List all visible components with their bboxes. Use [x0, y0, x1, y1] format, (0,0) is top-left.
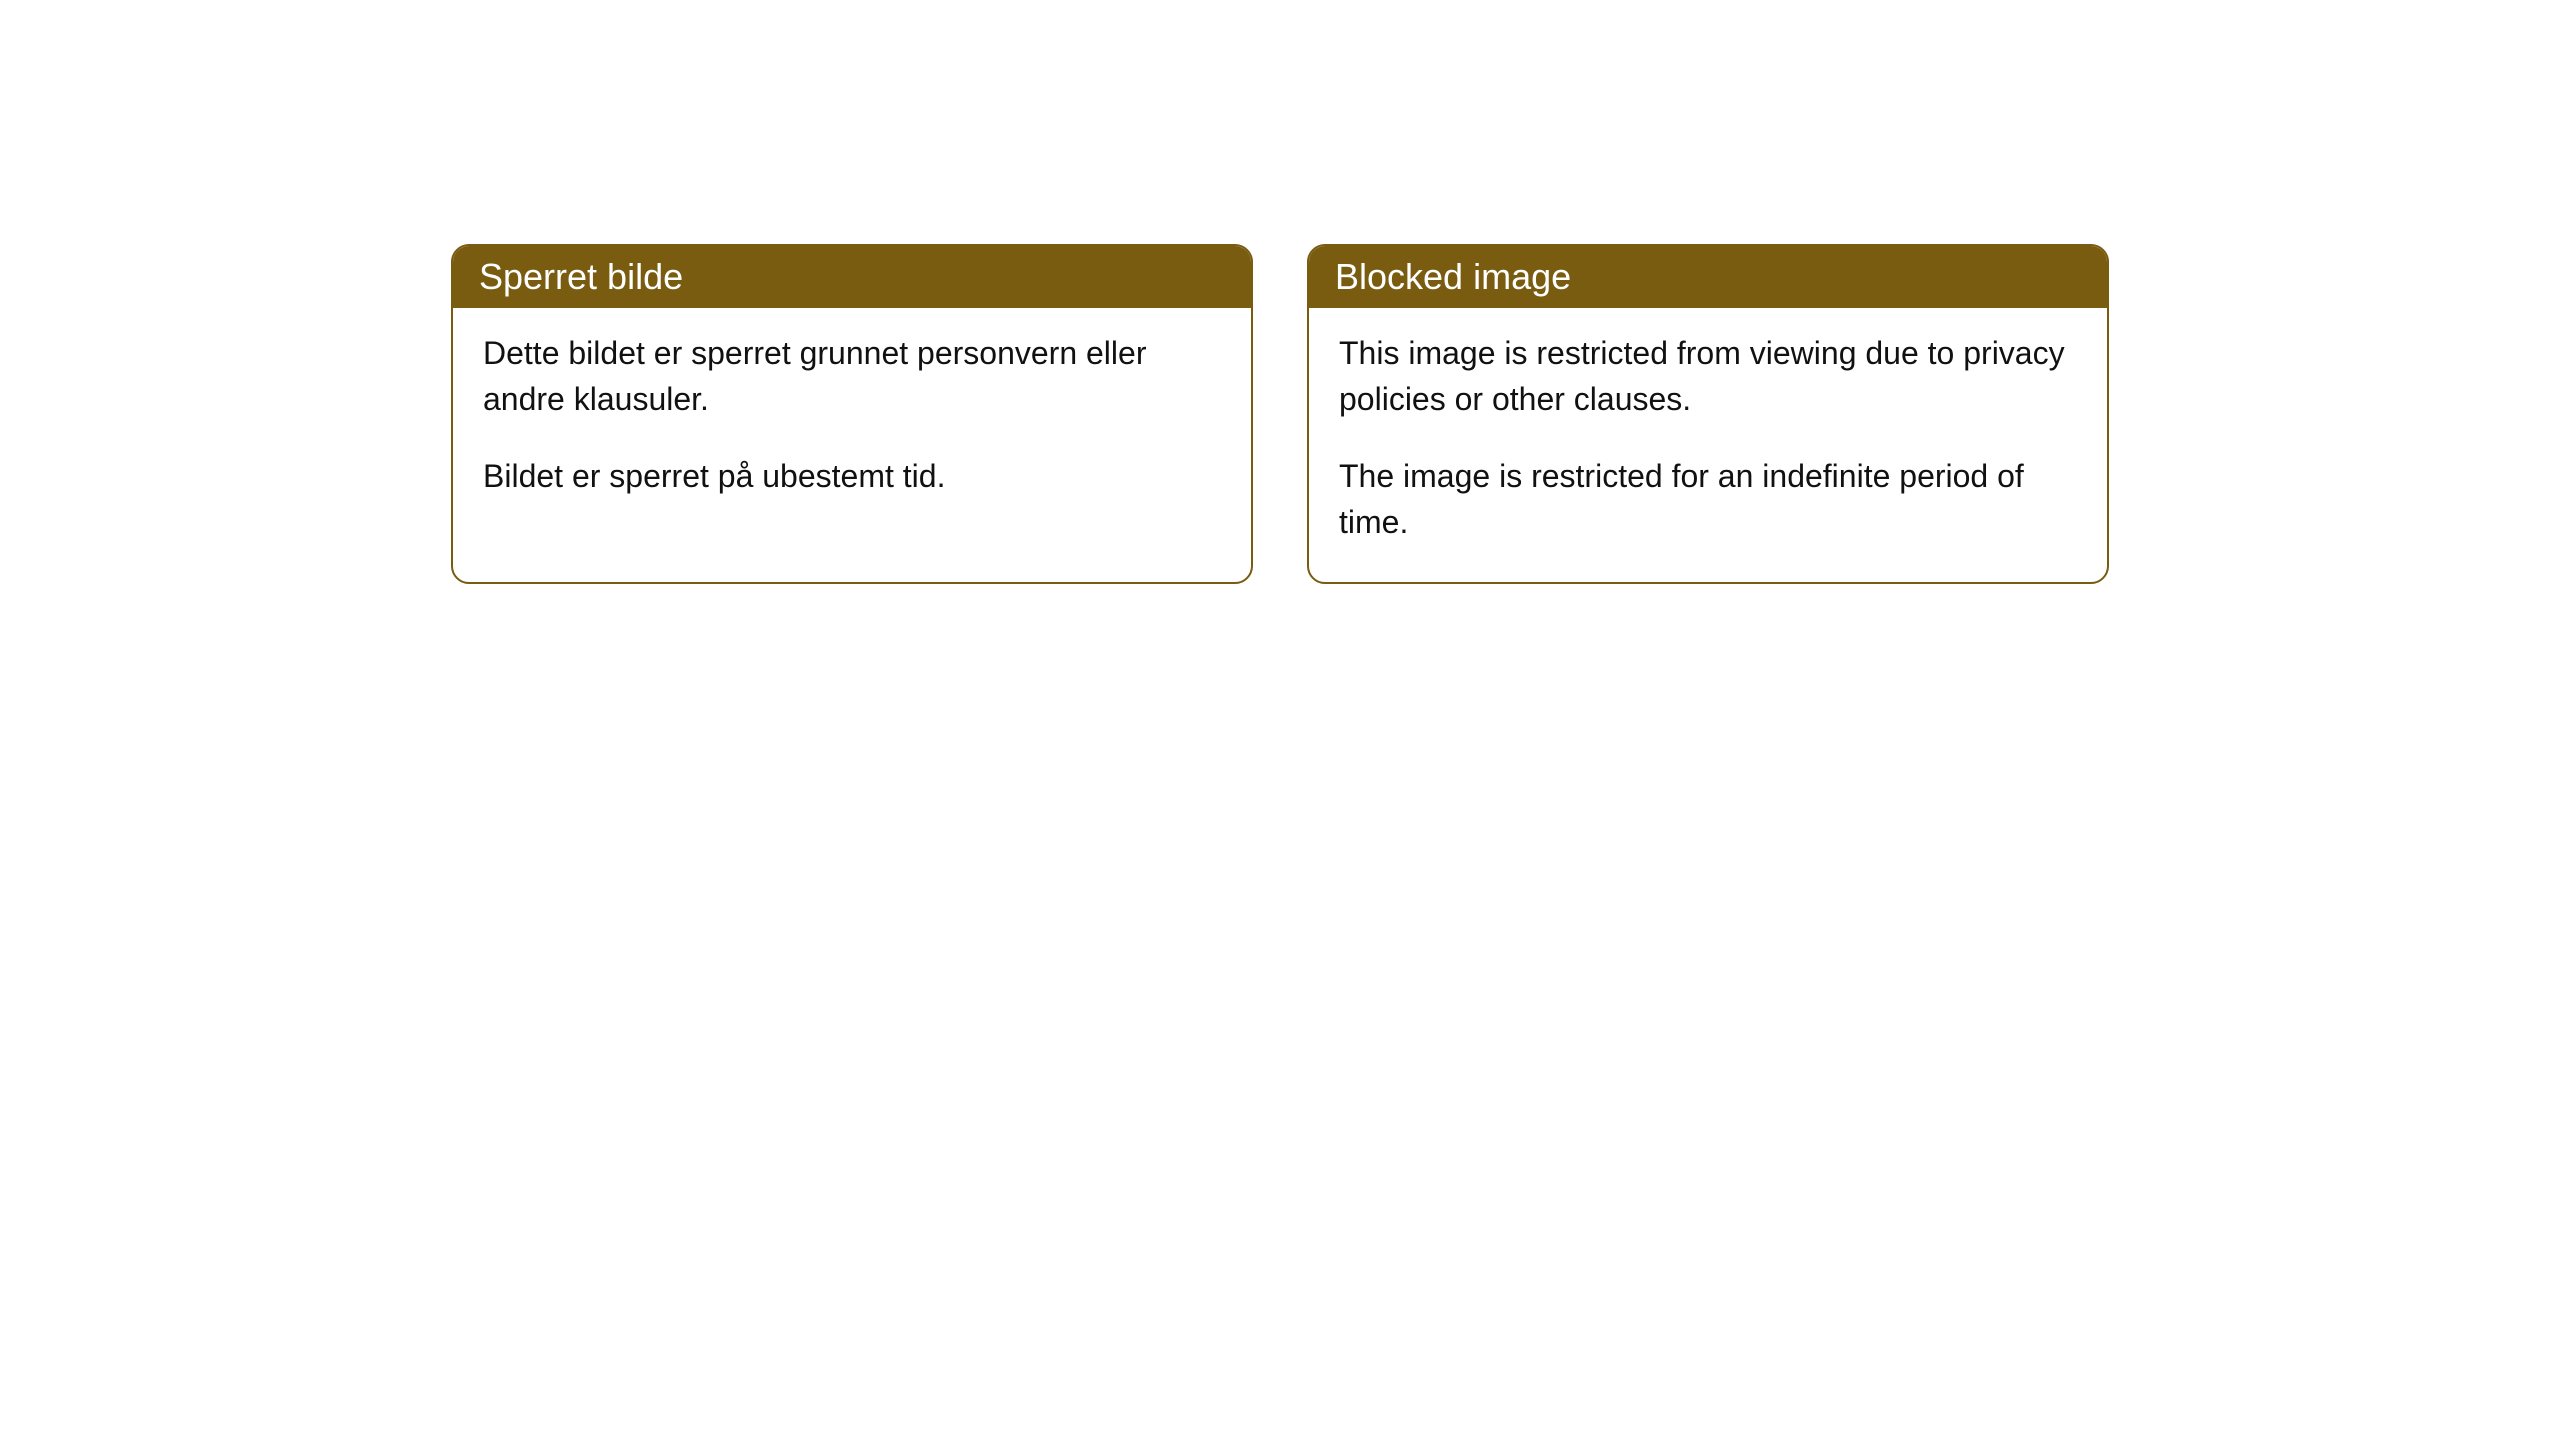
notice-container: Sperret bilde Dette bildet er sperret gr… [451, 244, 2109, 584]
card-paragraph: The image is restricted for an indefinit… [1339, 453, 2077, 546]
card-paragraph: Dette bildet er sperret grunnet personve… [483, 330, 1221, 423]
card-header-title: Sperret bilde [453, 246, 1251, 308]
notice-card-english: Blocked image This image is restricted f… [1307, 244, 2109, 584]
card-header-title: Blocked image [1309, 246, 2107, 308]
card-paragraph: Bildet er sperret på ubestemt tid. [483, 453, 1221, 499]
notice-card-norwegian: Sperret bilde Dette bildet er sperret gr… [451, 244, 1253, 584]
card-body: This image is restricted from viewing du… [1309, 308, 2107, 582]
card-paragraph: This image is restricted from viewing du… [1339, 330, 2077, 423]
card-body: Dette bildet er sperret grunnet personve… [453, 308, 1251, 535]
